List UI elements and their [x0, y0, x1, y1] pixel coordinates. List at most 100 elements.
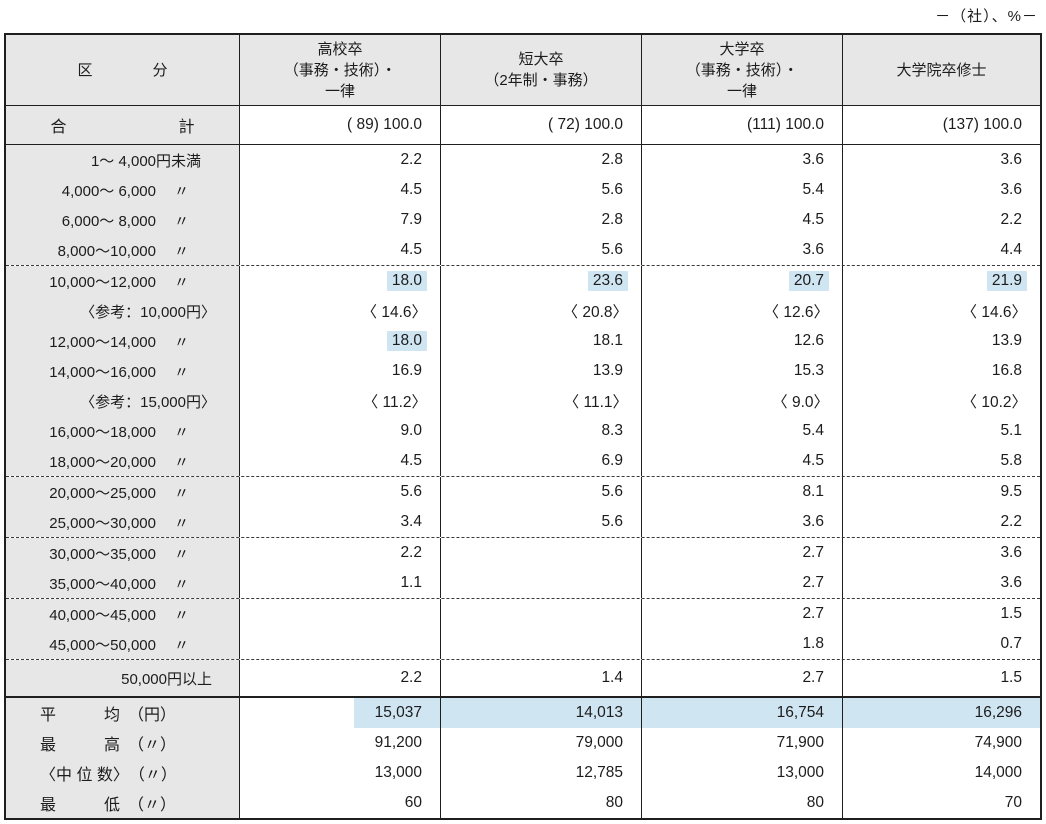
value: 1.4 [601, 669, 623, 686]
value-cell: 〈 14.6〉 [240, 296, 441, 326]
summary-value-cell: 15,037 [240, 698, 441, 728]
table-block: 40,000～45,000 〃 2.7 1.5 45,000～50,000 〃 1.8 0.7 [6, 598, 1040, 659]
value: 14,000 [974, 764, 1022, 781]
value: 5.6 [601, 181, 623, 198]
value-cell: 2.7 [642, 660, 843, 696]
value: 15.3 [793, 362, 824, 379]
value: 5.6 [601, 483, 623, 500]
table-row: 50,000円以上 2.2 1.4 2.7 1.5 [6, 660, 1040, 696]
value-cell: 2.7 [642, 538, 843, 568]
value: 13.9 [991, 332, 1022, 349]
row-label: 10,000～12,000 〃 [6, 266, 240, 296]
summary-value-cell: 80 [642, 788, 843, 818]
summary-label-text: 平 均 （円） [40, 707, 177, 724]
value-cell [441, 629, 642, 659]
value-cell [441, 568, 642, 598]
value: 1.8 [802, 635, 824, 652]
row-label-range: 35,000～40,000 [49, 575, 156, 593]
value-cell: 5.1 [843, 416, 1040, 446]
value-cell: 4.5 [642, 446, 843, 476]
summary-value-cell: 16,754 [642, 698, 843, 728]
value: 14,013 [575, 704, 623, 721]
value: 3.6 [802, 151, 824, 168]
value: 18.1 [592, 332, 623, 349]
row-label-range: 25,000～30,000 [49, 514, 156, 532]
value: 79,000 [575, 734, 623, 751]
value: 5.6 [601, 513, 623, 530]
value: 23.6 [587, 271, 628, 291]
value-cell: 5.6 [441, 477, 642, 507]
value-cell: 7.9 [240, 205, 441, 235]
value: 5.1 [1000, 422, 1022, 439]
value-cell: 2.2 [240, 145, 441, 175]
value: 2.7 [802, 574, 824, 591]
value: 1.1 [400, 574, 422, 591]
value-cell: 2.2 [240, 660, 441, 696]
value-cell: 1.5 [843, 599, 1040, 629]
value-cell: 18.0 [240, 326, 441, 356]
column-header-junior-college-grad: 短大卒 （2年制・事務） [441, 35, 642, 105]
value: 4.5 [802, 452, 824, 469]
value: 〈 12.6〉 [763, 304, 829, 321]
value: 74,900 [974, 734, 1022, 751]
value-cell: 8.3 [441, 416, 642, 446]
value: 20.7 [788, 271, 829, 291]
value-cell: 2.7 [642, 599, 843, 629]
table-row: 35,000～40,000 〃 1.1 2.7 3.6 [6, 568, 1040, 598]
summary-row-label: 〈中 位 数〉 （〃） [6, 758, 240, 788]
value: 3.6 [1000, 574, 1022, 591]
value-cell: 2.2 [843, 205, 1040, 235]
table-row: 4,000～ 6,000 〃 4.5 5.6 5.4 3.6 [6, 175, 1040, 205]
table-row: 6,000～ 8,000 〃 7.9 2.8 4.5 2.2 [6, 205, 1040, 235]
table-row: 〈参考：10,000円〉 〈 14.6〉 〈 20.8〉 〈 12.6〉 〈 14.6〉 [6, 296, 1040, 326]
row-label: 25,000～30,000 〃 [6, 507, 240, 537]
total-row: 合 計 ( 89) 100.0 ( 72) 100.0 (111) 100.0 … [6, 106, 1040, 145]
value-cell: 2.2 [240, 538, 441, 568]
row-label-range: 10,000～12,000 [49, 273, 156, 291]
value-cell: 1.5 [843, 660, 1040, 696]
value: 〈 14.6〉 [961, 304, 1027, 321]
summary-value-cell: 13,000 [642, 758, 843, 788]
row-label-suffix: 〃 [174, 363, 190, 381]
row-label-suffix: 〃 [174, 273, 190, 291]
value-cell: 15.3 [642, 356, 843, 386]
value-cell: 16.9 [240, 356, 441, 386]
row-label-suffix: 〃 [174, 212, 190, 230]
row-label-text: 〈参考：15,000円〉 [80, 393, 216, 411]
row-label-range: 4,000～ 6,000 [61, 182, 156, 200]
value-cell: 4.5 [642, 205, 843, 235]
column-header-highschool-grad: 高校卒 （事務・技術）・ 一律 [240, 35, 441, 105]
unit-label: －（社）、%－ [935, 8, 1038, 25]
row-label-text: 〈参考：10,000円〉 [80, 303, 216, 321]
value: 80 [806, 794, 824, 811]
value: 12.6 [793, 332, 824, 349]
value: 2.2 [400, 669, 422, 686]
value: 〈 11.2〉 [362, 394, 427, 411]
row-label-suffix: 円未満 [156, 152, 202, 170]
table-block: 20,000～25,000 〃 5.6 5.6 8.1 9.5 25,000～30,000 〃… [6, 476, 1040, 537]
value-cell: 5.4 [642, 416, 843, 446]
value-cell: 9.5 [843, 477, 1040, 507]
value-cell: 〈 14.6〉 [843, 296, 1040, 326]
table-row: 10,000～12,000 〃 18.0 23.6 20.7 21.9 [6, 266, 1040, 296]
value-cell: 4.5 [240, 446, 441, 476]
total-value-cell: (137) 100.0 [942, 116, 1022, 133]
value-cell: 3.4 [240, 507, 441, 537]
table-block: 1～ 4,000 円未満 2.2 2.8 3.6 3.6 4,000～ 6,000 〃 4.5 5… [6, 145, 1040, 265]
value: 1.5 [1000, 605, 1022, 622]
value-cell [441, 599, 642, 629]
total-value-cell: ( 72) 100.0 [441, 106, 642, 144]
table-row: 40,000～45,000 〃 2.7 1.5 [6, 599, 1040, 629]
value-cell: 16.8 [843, 356, 1040, 386]
salary-distribution-table: 区 分 高校卒 （事務・技術）・ 一律 短大卒 （2年制・事務） 大学卒 （事務… [4, 33, 1042, 820]
value: 15,037 [374, 704, 422, 721]
value-cell: 6.9 [441, 446, 642, 476]
value: 4.4 [1000, 241, 1022, 258]
row-label-suffix: 〃 [174, 636, 190, 654]
row-label: 14,000～16,000 〃 [6, 356, 240, 386]
table-row: 25,000～30,000 〃 3.4 5.6 3.6 2.2 [6, 507, 1040, 537]
row-label-range: 30,000～35,000 [49, 545, 156, 563]
value-cell [240, 599, 441, 629]
row-label-suffix: 〃 [174, 242, 190, 260]
row-label-range: 6,000～ 8,000 [61, 212, 156, 230]
